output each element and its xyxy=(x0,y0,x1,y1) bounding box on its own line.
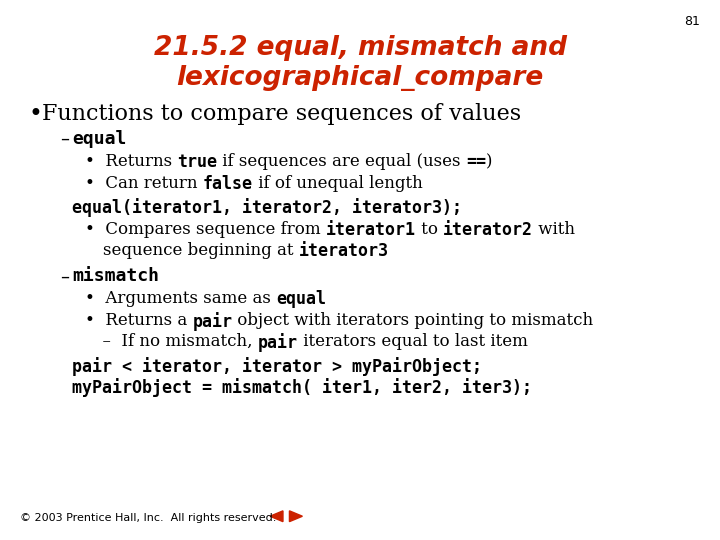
Text: 21.5.2 equal, mismatch and: 21.5.2 equal, mismatch and xyxy=(153,35,567,61)
Text: true: true xyxy=(177,153,217,171)
Polygon shape xyxy=(270,511,283,522)
Text: 81: 81 xyxy=(684,15,700,28)
Text: pair: pair xyxy=(258,333,298,352)
Text: •  Returns: • Returns xyxy=(85,153,177,170)
Text: iterators equal to last item: iterators equal to last item xyxy=(298,333,528,350)
Text: with: with xyxy=(533,221,575,238)
Text: false: false xyxy=(203,175,253,193)
Text: •  Can return: • Can return xyxy=(85,175,203,192)
Text: equal: equal xyxy=(72,130,127,147)
Text: iterator2: iterator2 xyxy=(443,221,533,239)
Text: if sequences are equal (uses: if sequences are equal (uses xyxy=(217,153,466,170)
Text: •  Returns a: • Returns a xyxy=(85,312,192,329)
Text: –: – xyxy=(60,267,69,285)
Text: ==: == xyxy=(466,153,486,171)
Text: to: to xyxy=(416,221,443,238)
Text: myPairObject = mismatch( iter1, iter2, iter3);: myPairObject = mismatch( iter1, iter2, i… xyxy=(72,378,532,397)
Text: pair < iterator, iterator > myPairObject;: pair < iterator, iterator > myPairObject… xyxy=(72,357,482,376)
Text: •  Compares sequence from: • Compares sequence from xyxy=(85,221,326,238)
Text: equal: equal xyxy=(276,290,326,308)
Text: –: – xyxy=(60,130,69,147)
Text: if of unequal length: if of unequal length xyxy=(253,175,423,192)
Text: © 2003 Prentice Hall, Inc.  All rights reserved.: © 2003 Prentice Hall, Inc. All rights re… xyxy=(20,512,276,523)
Text: iterator3: iterator3 xyxy=(299,242,389,260)
Text: –  If no mismatch,: – If no mismatch, xyxy=(92,333,258,350)
Text: object with iterators pointing to mismatch: object with iterators pointing to mismat… xyxy=(233,312,593,329)
Text: equal(iterator1, iterator2, iterator3);: equal(iterator1, iterator2, iterator3); xyxy=(72,198,462,217)
Text: mismatch: mismatch xyxy=(72,267,159,285)
Text: pair: pair xyxy=(192,312,233,331)
Text: ): ) xyxy=(486,153,492,170)
Text: Functions to compare sequences of values: Functions to compare sequences of values xyxy=(42,103,521,125)
Text: iterator1: iterator1 xyxy=(326,221,416,239)
Text: sequence beginning at: sequence beginning at xyxy=(103,242,299,259)
Text: •  Arguments same as: • Arguments same as xyxy=(85,290,276,307)
Text: •: • xyxy=(29,103,42,126)
Polygon shape xyxy=(289,511,302,522)
Text: lexicographical_compare: lexicographical_compare xyxy=(176,65,544,91)
